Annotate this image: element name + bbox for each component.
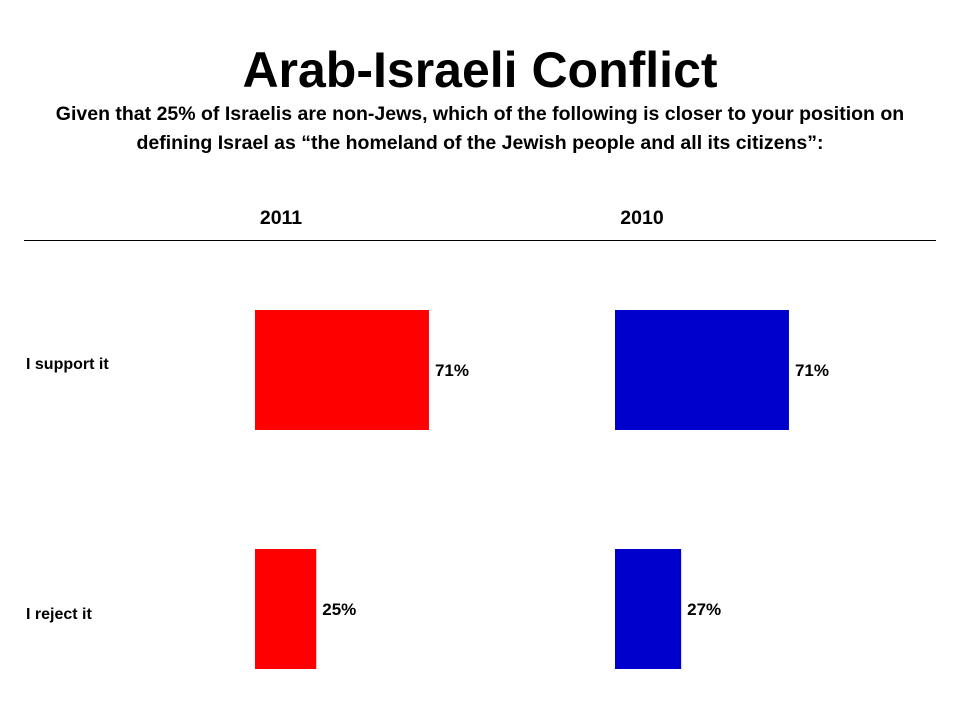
header-divider [24, 240, 936, 241]
bar-2010-reject [615, 549, 682, 669]
bar-2011-support [255, 310, 429, 430]
data-label-2010-support: 71% [795, 361, 829, 380]
column-header-2010: 2010 [620, 207, 664, 229]
bar-2011-reject [255, 549, 317, 669]
data-label-2011-reject: 25% [322, 600, 356, 619]
row-label-support: I support it [26, 356, 109, 373]
row-label-reject: I reject it [26, 606, 92, 623]
data-label-2010-reject: 27% [687, 600, 721, 619]
bar-2010-support [615, 310, 789, 430]
survey-question: Given that 25% of Israelis are non-Jews,… [55, 103, 905, 154]
column-header-2011: 2011 [259, 207, 303, 229]
page-title: Arab-Israeli Conflict [242, 42, 718, 98]
data-label-2011-support: 71% [435, 361, 469, 380]
